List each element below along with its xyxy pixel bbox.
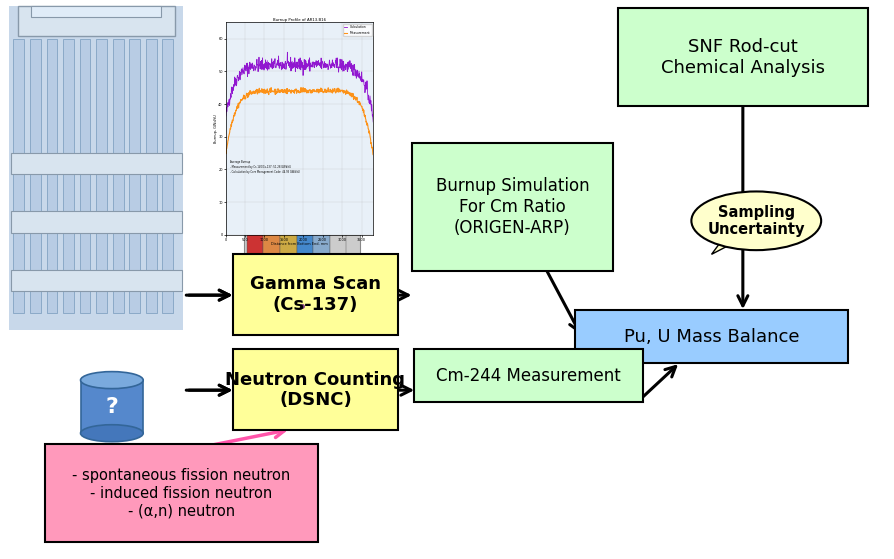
Bar (13, 39, 24, 313)
Bar (129, 39, 139, 313)
Bar (97, 39, 107, 313)
Bar (296, 210, 313, 309)
Bar (30, 39, 41, 313)
Bar (247, 210, 263, 309)
FancyBboxPatch shape (45, 444, 317, 542)
Ellipse shape (80, 425, 143, 442)
Text: Cm-244 Measurement: Cm-244 Measurement (435, 367, 620, 385)
Bar (146, 39, 156, 313)
Text: SNF Rod-cut
Chemical Analysis: SNF Rod-cut Chemical Analysis (660, 38, 824, 77)
Text: Gamma Scan
(Cs-137): Gamma Scan (Cs-137) (249, 276, 381, 314)
FancyBboxPatch shape (617, 8, 867, 106)
Ellipse shape (243, 188, 360, 221)
Bar (63, 39, 73, 313)
Polygon shape (711, 218, 764, 254)
FancyBboxPatch shape (232, 349, 398, 430)
Bar (11, 211, 181, 233)
Bar (313, 210, 329, 309)
Ellipse shape (80, 372, 143, 389)
Ellipse shape (690, 191, 821, 250)
Bar (163, 39, 173, 313)
FancyBboxPatch shape (232, 254, 398, 335)
Bar (31, 6, 161, 17)
Bar (263, 210, 280, 309)
Bar (18, 6, 174, 36)
Bar (9, 6, 183, 330)
Bar (330, 210, 346, 309)
Bar (80, 39, 90, 313)
FancyBboxPatch shape (414, 349, 642, 402)
Bar (80, 380, 143, 433)
Bar (113, 39, 123, 313)
Bar (46, 39, 57, 313)
FancyBboxPatch shape (575, 310, 848, 363)
Text: Neutron Counting
(DSNC): Neutron Counting (DSNC) (225, 371, 405, 409)
Bar (243, 205, 360, 309)
Text: Burnup Simulation
For Cm Ratio
(ORIGEN-ARP): Burnup Simulation For Cm Ratio (ORIGEN-A… (435, 177, 588, 236)
FancyBboxPatch shape (411, 143, 612, 271)
Bar (280, 210, 296, 309)
Text: Pu, U Mass Balance: Pu, U Mass Balance (623, 328, 799, 346)
Text: ?: ? (105, 397, 118, 416)
Polygon shape (232, 304, 371, 335)
Bar (11, 153, 181, 174)
Text: Sampling
Uncertainty: Sampling Uncertainty (707, 205, 804, 237)
Text: - spontaneous fission neutron
- induced fission neutron
- (α,n) neutron: - spontaneous fission neutron - induced … (72, 468, 290, 518)
Bar (11, 270, 181, 291)
